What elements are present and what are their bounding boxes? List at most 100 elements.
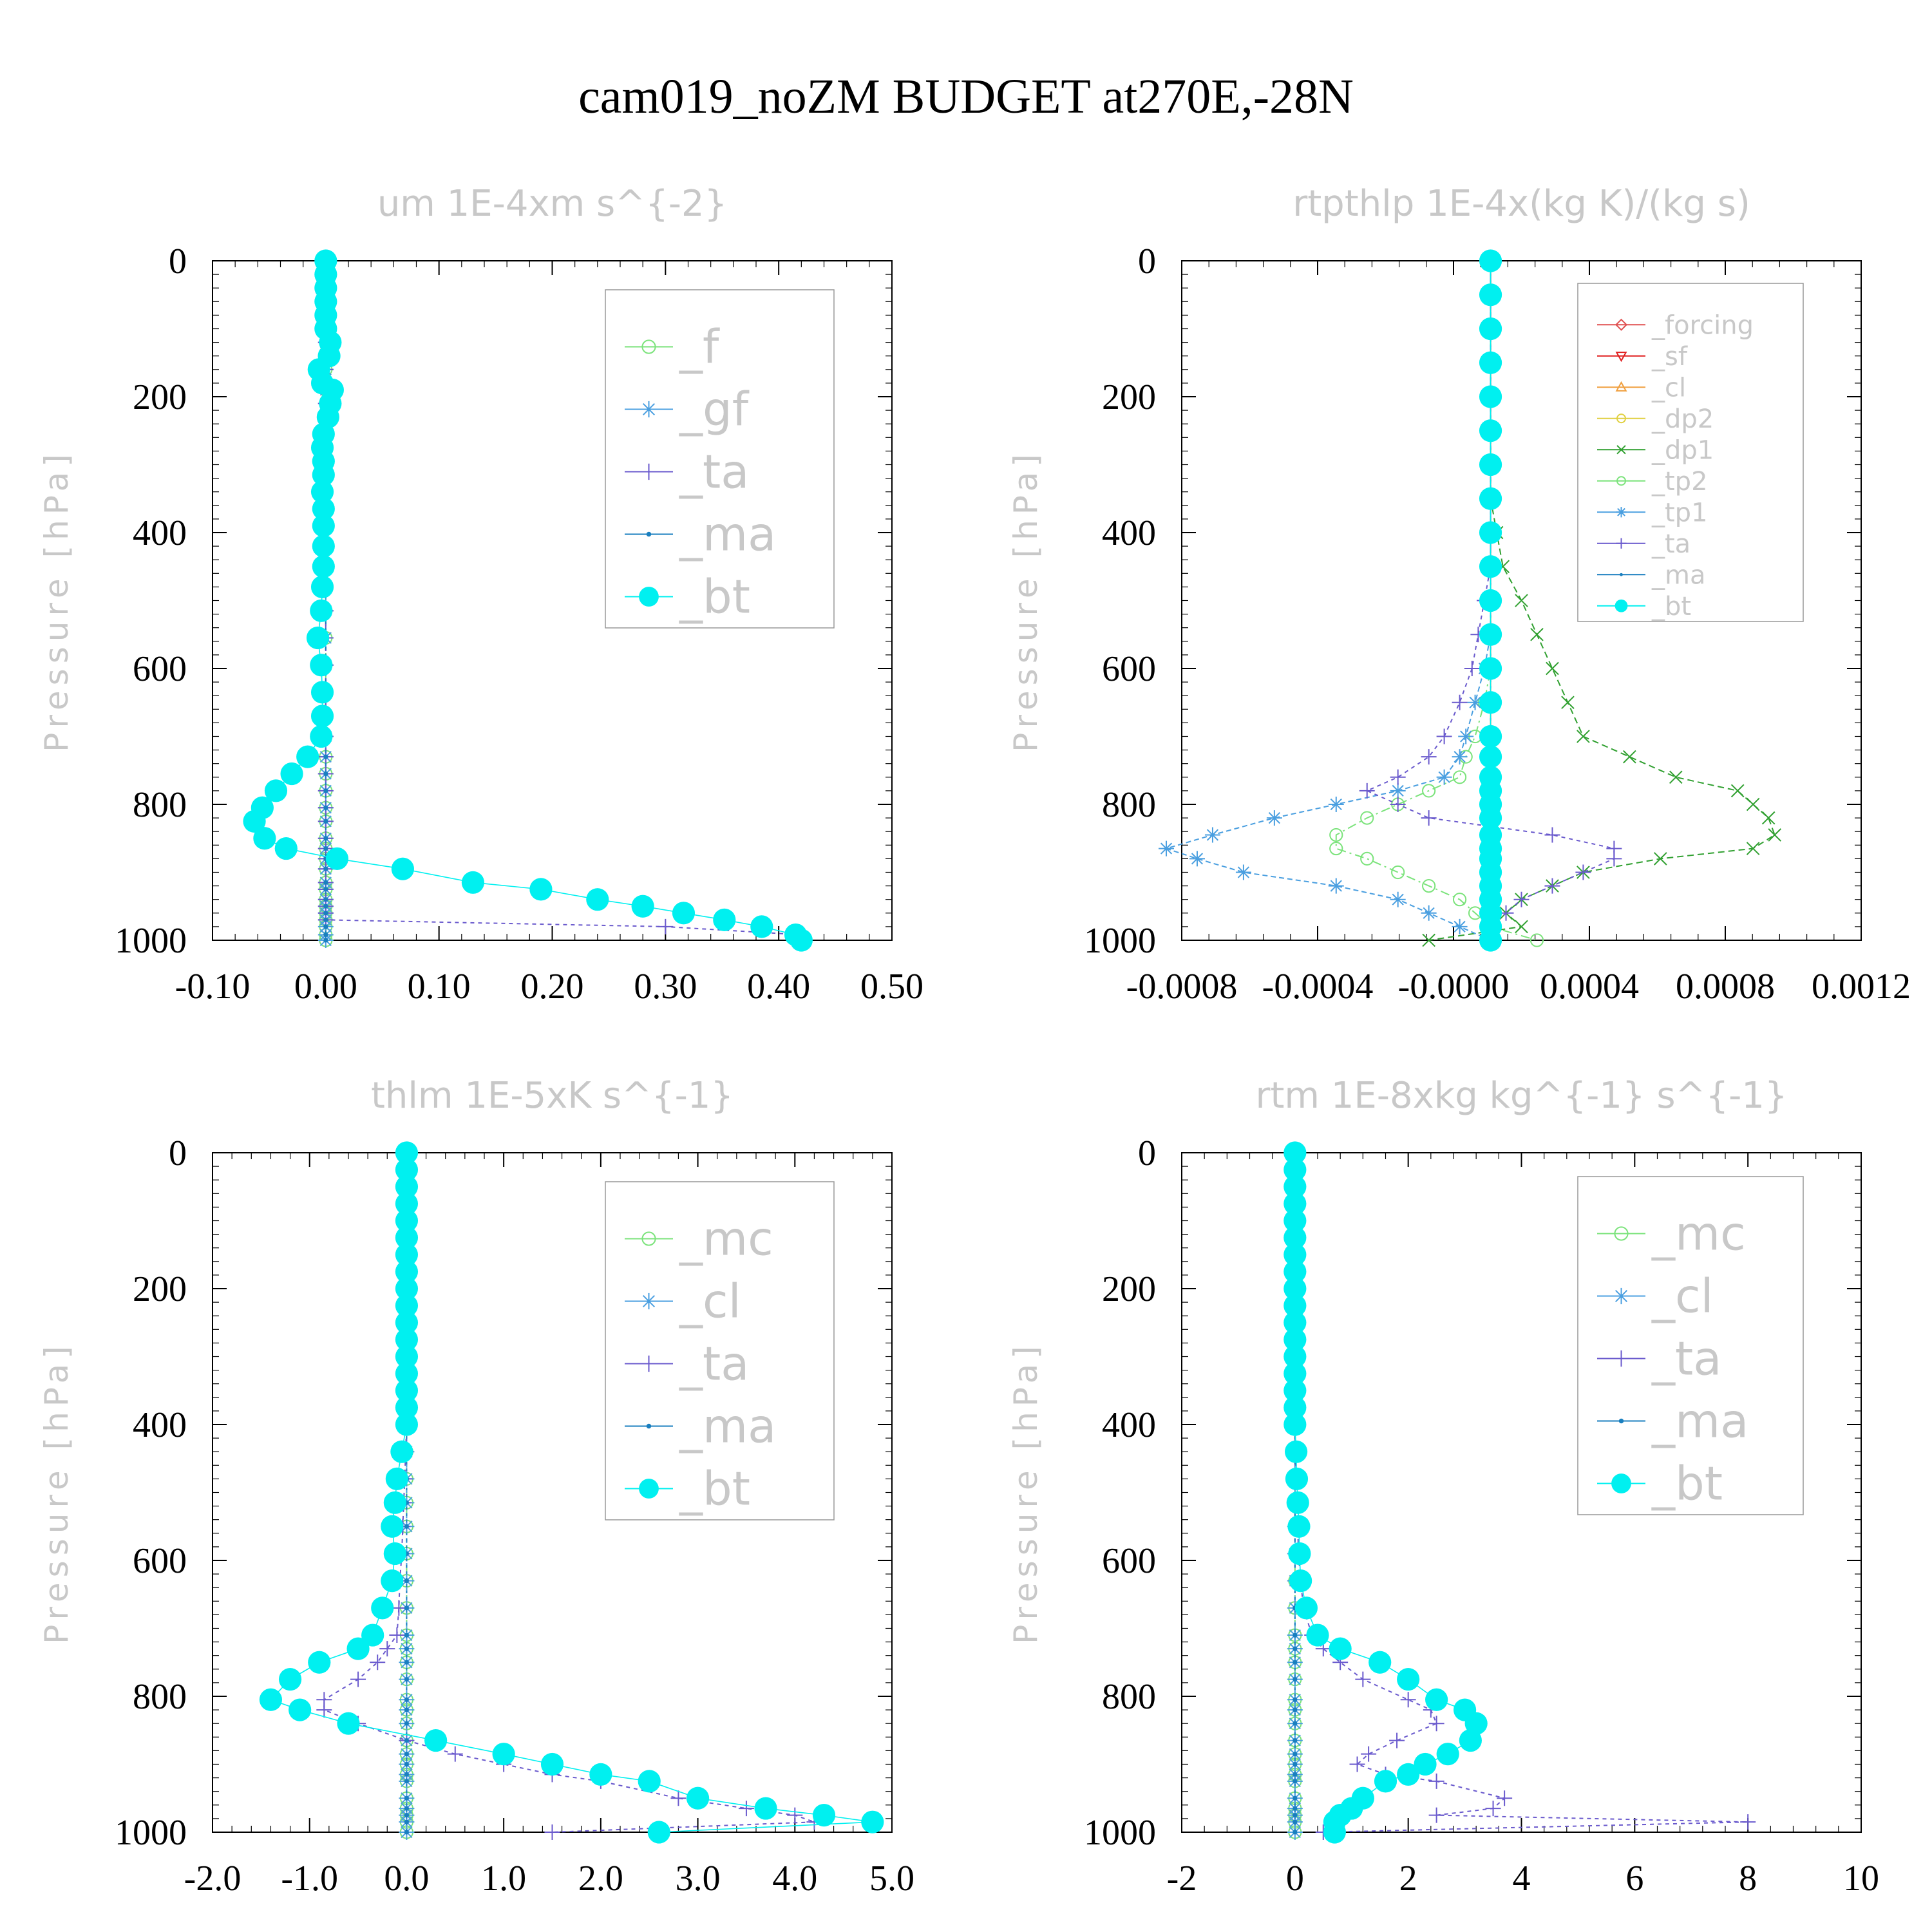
y-axis-label: Pressure [hPa] bbox=[1007, 1341, 1045, 1644]
data-point bbox=[323, 866, 328, 871]
data-point bbox=[1479, 555, 1502, 578]
x-tick-label: -1.0 bbox=[281, 1859, 338, 1899]
data-point bbox=[323, 819, 328, 824]
data-point bbox=[1283, 1209, 1307, 1233]
y-tick-label: 800 bbox=[133, 1677, 187, 1717]
data-point bbox=[379, 1641, 395, 1657]
legend-marker bbox=[1616, 445, 1626, 455]
data-point bbox=[323, 917, 328, 922]
data-point bbox=[1235, 864, 1251, 880]
x-tick-label: 2 bbox=[1399, 1859, 1417, 1899]
x-tick-label: 0.0 bbox=[384, 1859, 429, 1899]
data-point bbox=[1397, 1763, 1420, 1786]
legend-marker bbox=[641, 339, 656, 354]
data-point bbox=[1421, 810, 1437, 826]
data-point bbox=[323, 836, 328, 841]
data-point bbox=[404, 1721, 410, 1726]
data-point bbox=[631, 895, 654, 918]
data-point bbox=[312, 514, 335, 538]
data-point bbox=[1283, 1192, 1307, 1215]
data-point bbox=[395, 1175, 419, 1198]
data-point bbox=[1452, 749, 1468, 765]
legend-marker bbox=[639, 587, 659, 607]
data-point bbox=[1286, 1491, 1309, 1514]
data-point bbox=[812, 1804, 836, 1827]
y-tick-label: 1000 bbox=[115, 1813, 187, 1853]
data-point bbox=[686, 1786, 710, 1810]
data-point bbox=[1283, 1345, 1307, 1368]
data-point bbox=[1464, 661, 1480, 676]
data-point bbox=[323, 932, 328, 938]
legend-label: _bt bbox=[679, 570, 750, 624]
legend-label: _tp2 bbox=[1651, 467, 1708, 497]
data-point bbox=[1479, 317, 1502, 341]
chart-panel-3: thlm 1E-5xK s^{-1} Pressure [hPa] 0 200 400 6… bbox=[38, 1075, 914, 1899]
data-point bbox=[1479, 657, 1502, 680]
x-tick-label: 0.40 bbox=[747, 967, 810, 1007]
data-point bbox=[1458, 728, 1474, 744]
data-point bbox=[395, 1345, 419, 1368]
y-tick-label: 600 bbox=[1102, 1541, 1156, 1581]
x-tick-label: 4 bbox=[1513, 1859, 1531, 1899]
data-point bbox=[310, 480, 334, 504]
data-point bbox=[323, 938, 328, 943]
data-point bbox=[1355, 1671, 1371, 1687]
x-tick-label: 0.0012 bbox=[1812, 967, 1911, 1007]
data-point bbox=[1389, 1732, 1405, 1748]
data-point bbox=[1546, 661, 1559, 676]
data-point bbox=[1283, 1260, 1307, 1283]
panel-title: thlm 1E-5xK s^{-1} bbox=[371, 1075, 734, 1117]
data-point bbox=[395, 1379, 419, 1402]
data-point bbox=[404, 1646, 410, 1651]
legend: _mc _cl _ta _ma _bt bbox=[1577, 1176, 1804, 1515]
data-point bbox=[253, 827, 276, 850]
data-point bbox=[1289, 1569, 1312, 1593]
chart-panel-4: rtm 1E-8xkg kg^{-1} s^{-1} Pressure [hPa]… bbox=[1007, 1075, 1879, 1899]
data-point bbox=[1159, 840, 1175, 857]
data-point bbox=[1428, 1773, 1444, 1789]
legend-marker bbox=[1611, 1473, 1631, 1493]
data-point bbox=[312, 497, 335, 520]
legend-marker bbox=[1616, 476, 1626, 486]
data-point bbox=[274, 837, 298, 860]
data-point bbox=[404, 1707, 410, 1712]
data-point bbox=[1452, 770, 1467, 784]
data-point bbox=[1285, 1467, 1309, 1490]
data-point bbox=[1397, 1668, 1420, 1691]
data-point bbox=[350, 1671, 366, 1687]
data-point bbox=[1283, 1141, 1307, 1164]
legend-marker bbox=[641, 1231, 656, 1246]
data-point bbox=[1452, 694, 1468, 710]
data-point bbox=[1293, 1738, 1298, 1743]
data-point bbox=[1288, 1542, 1311, 1566]
y-tick-label: 400 bbox=[133, 1405, 187, 1445]
data-point bbox=[1283, 1413, 1307, 1436]
data-point bbox=[1497, 1790, 1513, 1806]
x-tick-label: -0.0000 bbox=[1398, 967, 1510, 1007]
data-point bbox=[395, 1413, 419, 1436]
data-point bbox=[383, 1491, 406, 1514]
x-tick-label: 8 bbox=[1739, 1859, 1757, 1899]
legend-marker bbox=[1615, 599, 1628, 612]
data-point bbox=[1467, 694, 1483, 710]
data-point bbox=[1390, 782, 1406, 799]
data-point bbox=[323, 911, 328, 916]
data-point bbox=[1513, 891, 1530, 907]
legend-marker bbox=[1615, 318, 1628, 331]
x-tick-label: 4.0 bbox=[772, 1859, 817, 1899]
data-point bbox=[1414, 1752, 1437, 1776]
data-point bbox=[404, 1772, 410, 1777]
y-tick-label: 0 bbox=[1138, 242, 1156, 281]
data-point bbox=[296, 745, 319, 768]
data-point bbox=[404, 1605, 410, 1611]
data-point bbox=[404, 1806, 410, 1811]
data-point bbox=[1284, 1440, 1308, 1463]
data-point bbox=[670, 1790, 687, 1806]
minor-ticks bbox=[213, 1153, 892, 1832]
data-point bbox=[1422, 933, 1435, 947]
y-tick-label: 400 bbox=[133, 513, 187, 553]
y-tick-label: 1000 bbox=[1084, 921, 1156, 961]
data-point bbox=[529, 878, 553, 901]
data-point bbox=[404, 1697, 410, 1702]
